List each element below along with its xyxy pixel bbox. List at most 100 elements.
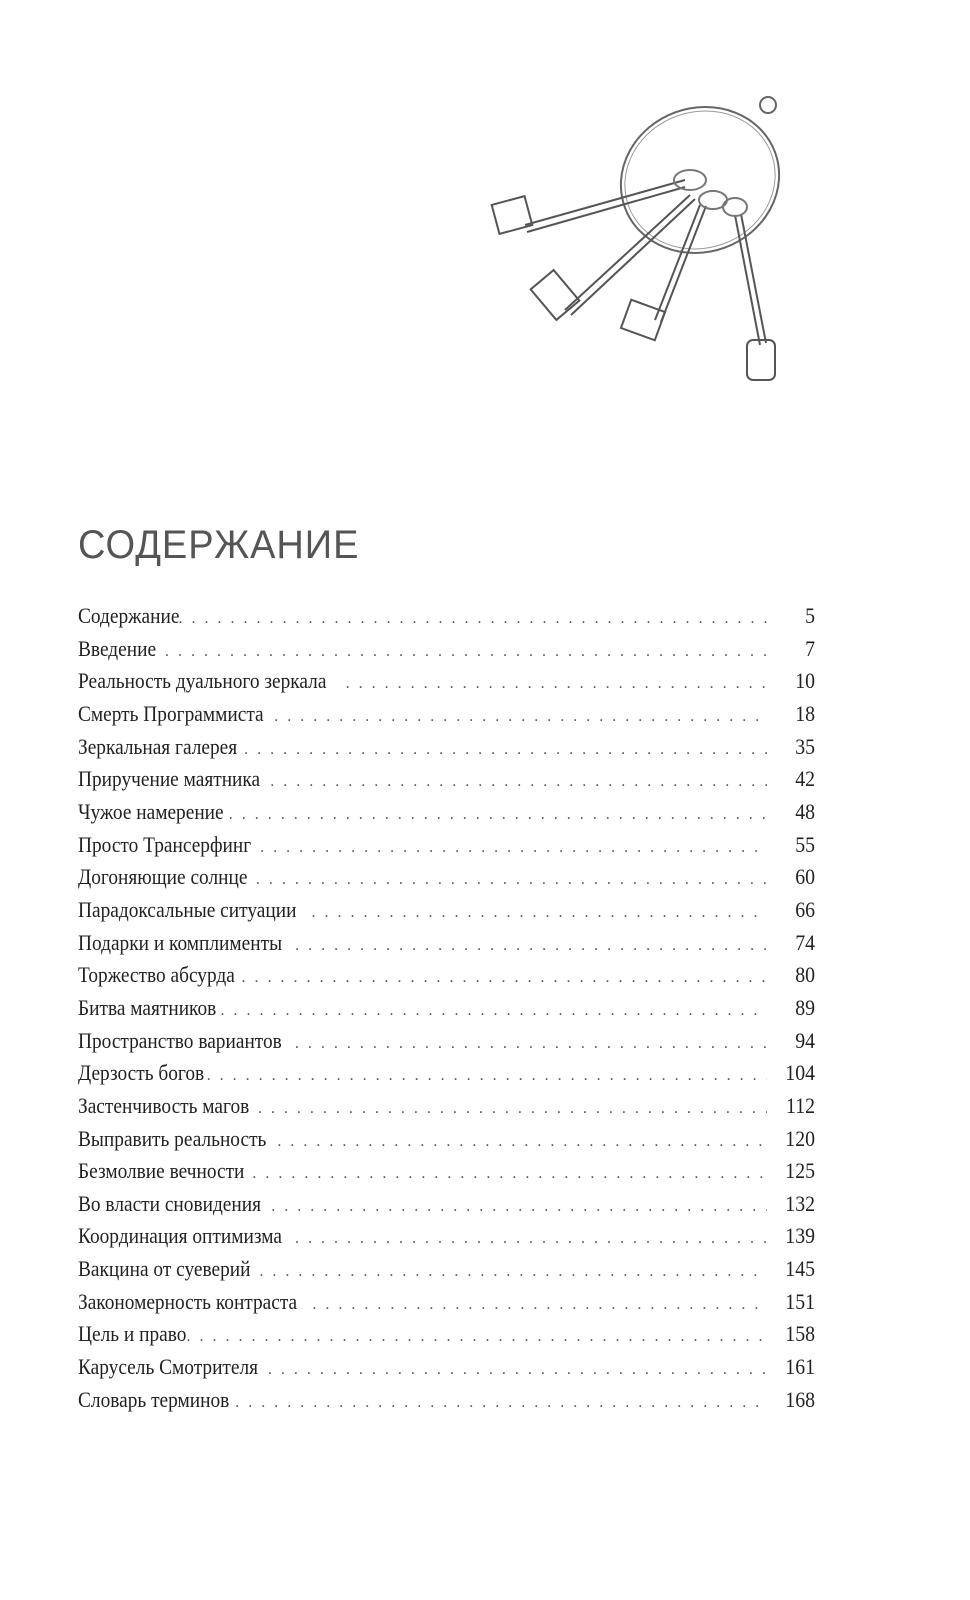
toc-entry-page: 60 bbox=[795, 864, 815, 890]
toc-entry: Подарки и комплименты 74 bbox=[78, 930, 815, 963]
toc-entry-page: 18 bbox=[795, 700, 815, 726]
dot-leader bbox=[295, 1035, 767, 1053]
dot-leader bbox=[152, 643, 767, 661]
keyring-illustration bbox=[490, 96, 781, 381]
toc-entry-page: 94 bbox=[795, 1027, 815, 1053]
page-title: СОДЕРЖАНИЕ bbox=[78, 522, 360, 567]
dot-leader bbox=[274, 708, 767, 726]
toc-entry-page: 5 bbox=[805, 603, 815, 628]
toc-entry: Застенчивость магов 112 bbox=[78, 1093, 815, 1126]
toc-entry-title: Словарь терминов bbox=[78, 1386, 230, 1412]
toc-entry: Зеркальная галерея 35 bbox=[78, 734, 815, 767]
toc-entry-page: 7 bbox=[805, 635, 815, 661]
toc-entry-page: 80 bbox=[795, 962, 815, 988]
toc-entry-title: Выправить реальность bbox=[78, 1125, 267, 1151]
dot-leader bbox=[259, 1263, 767, 1281]
toc-entry-title: Во власти сновидения bbox=[78, 1190, 262, 1216]
toc-entry: Выправить реальность 120 bbox=[78, 1126, 815, 1159]
dot-leader bbox=[220, 1002, 767, 1020]
dot-leader bbox=[179, 610, 767, 628]
toc-entry-title: Координация оптимизма bbox=[78, 1223, 282, 1249]
toc-entry: Введение 7 bbox=[78, 636, 815, 669]
toc-entry-page: 168 bbox=[785, 1386, 815, 1412]
toc-entry-title: Подарки и комплименты bbox=[78, 929, 283, 955]
toc-entry: Битва маятников 89 bbox=[78, 995, 815, 1028]
toc-entry-title: Карусель Смотрителя bbox=[78, 1354, 259, 1380]
toc-entry: Содержание 5 bbox=[78, 603, 815, 636]
toc-entry-title: Приручение маятника bbox=[78, 766, 261, 792]
toc-entry: Вакцина от суеверий 145 bbox=[78, 1256, 815, 1289]
toc-entry-page: 139 bbox=[785, 1223, 815, 1249]
toc-entry-title: Чужое намерение bbox=[78, 798, 224, 824]
dot-leader bbox=[295, 1230, 767, 1248]
toc-entry-page: 125 bbox=[785, 1158, 815, 1184]
toc-entry: Безмолвие вечности 125 bbox=[78, 1158, 815, 1191]
toc-entry: Просто Трансерфинг 55 bbox=[78, 832, 815, 865]
toc-entry-title: Содержание bbox=[78, 603, 180, 628]
toc-entry-title: Торжество абсурда bbox=[78, 962, 235, 988]
toc-entry: Чужое намерение 48 bbox=[78, 799, 815, 832]
toc-entry: Словарь терминов 168 bbox=[78, 1387, 815, 1420]
dot-leader bbox=[252, 1165, 767, 1183]
toc-entry: Во власти сновидения 132 bbox=[78, 1191, 815, 1224]
dot-leader bbox=[346, 675, 767, 693]
dot-leader bbox=[268, 1361, 767, 1379]
toc-entry: Пространство вариантов 94 bbox=[78, 1028, 815, 1061]
toc-entry: Парадоксальные ситуации 66 bbox=[78, 897, 815, 930]
toc-entry: Реальность дуального зеркала 10 bbox=[78, 668, 815, 701]
toc-entry-title: Смерть Программиста bbox=[78, 700, 264, 726]
toc-entry-page: 132 bbox=[785, 1190, 815, 1216]
dot-leader bbox=[277, 1133, 767, 1151]
toc-entry-page: 48 bbox=[795, 798, 815, 824]
toc-entry: Координация оптимизма 139 bbox=[78, 1223, 815, 1256]
dot-leader bbox=[258, 1100, 767, 1118]
toc-entry-title: Введение bbox=[78, 635, 157, 661]
dot-leader bbox=[242, 969, 768, 987]
dot-leader bbox=[186, 1328, 767, 1346]
toc-entry-title: Реальность дуального зеркала bbox=[78, 668, 327, 694]
toc-entry: Смерть Программиста 18 bbox=[78, 701, 815, 734]
toc-entry-page: 104 bbox=[785, 1060, 815, 1086]
toc-entry-page: 35 bbox=[795, 733, 815, 759]
toc-entry-title: Цель и право bbox=[78, 1321, 187, 1347]
table-of-contents: Содержание 5 Введение 7 Реальность дуального… bbox=[78, 603, 815, 1419]
toc-entry-title: Безмолвие вечности bbox=[78, 1158, 245, 1184]
dot-leader bbox=[270, 773, 767, 791]
dot-leader bbox=[235, 1394, 767, 1412]
toc-entry-page: 55 bbox=[795, 831, 815, 857]
dot-leader bbox=[244, 741, 767, 759]
dot-leader bbox=[207, 1067, 767, 1085]
toc-entry-title: Битва маятников bbox=[78, 994, 217, 1020]
dot-leader bbox=[271, 1198, 767, 1216]
toc-entry-page: 161 bbox=[785, 1354, 815, 1380]
dot-leader bbox=[312, 1296, 767, 1314]
toc-entry-page: 42 bbox=[795, 766, 815, 792]
toc-entry-page: 66 bbox=[795, 896, 815, 922]
toc-entry: Карусель Смотрителя 161 bbox=[78, 1354, 815, 1387]
toc-entry-page: 10 bbox=[795, 668, 815, 694]
dot-leader bbox=[312, 904, 768, 922]
toc-entry: Закономерность контраста 151 bbox=[78, 1289, 815, 1322]
toc-entry: Догоняющие солнце 60 bbox=[78, 864, 815, 897]
toc-entry: Дерзость богов 104 bbox=[78, 1060, 815, 1093]
toc-entry-title: Застенчивость магов bbox=[78, 1092, 250, 1118]
dot-leader bbox=[260, 839, 767, 857]
toc-entry-page: 120 bbox=[785, 1125, 815, 1151]
toc-entry-page: 151 bbox=[785, 1288, 815, 1314]
dot-leader bbox=[256, 871, 767, 889]
toc-entry-page: 112 bbox=[786, 1092, 815, 1118]
toc-entry-page: 89 bbox=[795, 994, 815, 1020]
toc-entry-page: 74 bbox=[795, 929, 815, 955]
toc-entry-title: Просто Трансерфинг bbox=[78, 831, 252, 857]
toc-entry-title: Догоняющие солнце bbox=[78, 864, 248, 890]
toc-entry: Торжество абсурда 80 bbox=[78, 962, 815, 995]
dot-leader bbox=[295, 937, 767, 955]
toc-entry-title: Дерзость богов bbox=[78, 1060, 205, 1086]
toc-entry-title: Пространство вариантов bbox=[78, 1027, 282, 1053]
toc-entry-title: Зеркальная галерея bbox=[78, 733, 238, 759]
dot-leader bbox=[229, 806, 767, 824]
toc-entry: Цель и право 158 bbox=[78, 1321, 815, 1354]
toc-entry-title: Закономерность контраста bbox=[78, 1288, 298, 1314]
toc-entry: Приручение маятника 42 bbox=[78, 766, 815, 799]
toc-entry-page: 145 bbox=[785, 1256, 815, 1282]
